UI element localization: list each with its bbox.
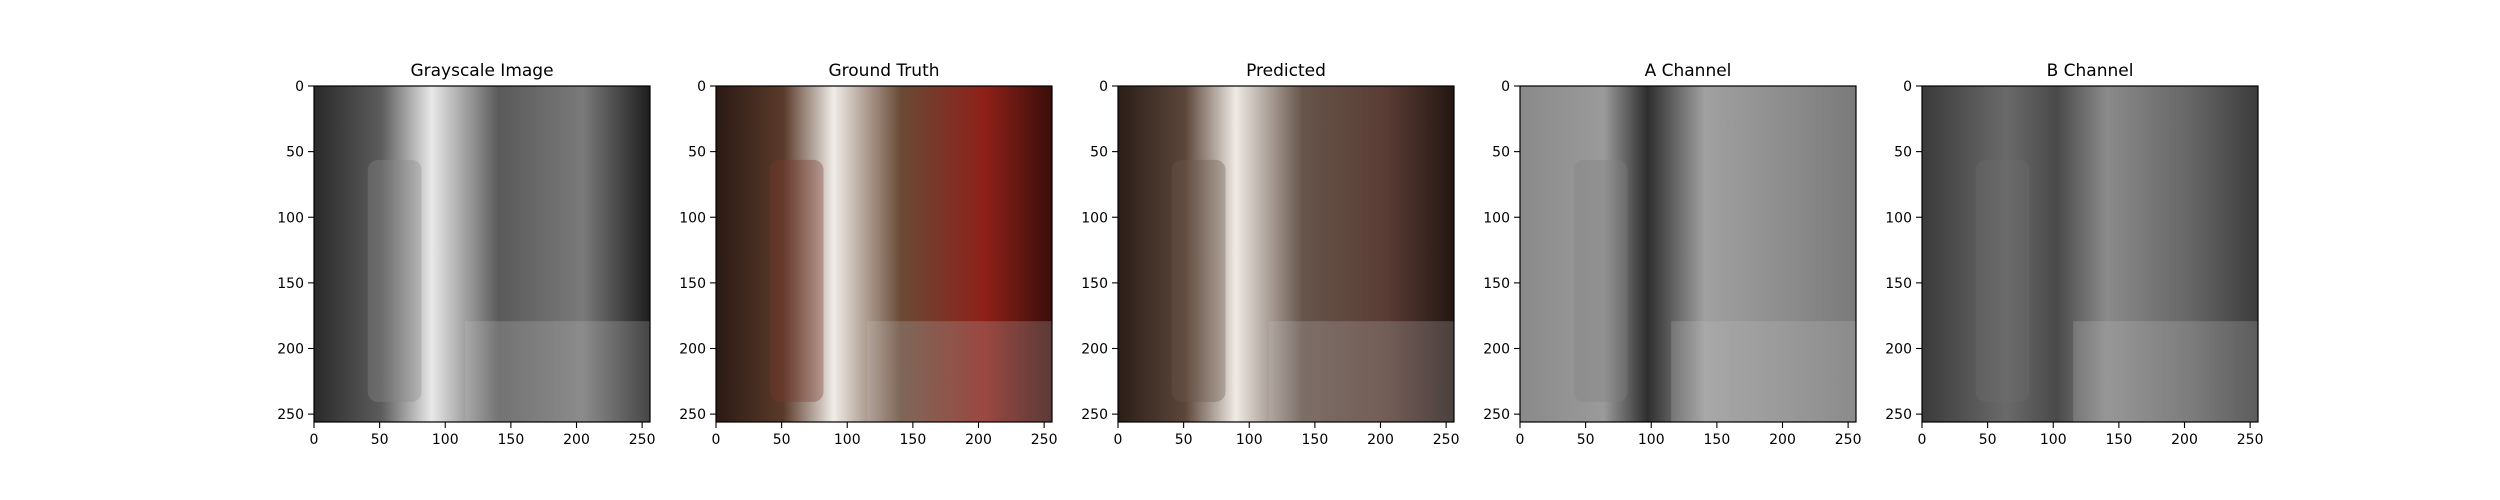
y-tick-label: 50 — [286, 145, 304, 161]
y-tick-label: 50 — [1894, 145, 1912, 161]
y-tick-label: 200 — [277, 342, 304, 358]
y-tick-label: 100 — [1081, 210, 1108, 226]
y-tick-label: 150 — [277, 276, 304, 292]
figure-silhouette — [1171, 159, 1226, 402]
panel-2: Ground Truth 0 50 100 150 200 250 0 50 100 150 200 2… — [679, 61, 1057, 448]
axes-frame — [715, 85, 1053, 423]
axes-frame — [1519, 85, 1857, 423]
counter-area — [1671, 321, 1856, 422]
x-tick-label: 150 — [2106, 432, 2133, 448]
x-tick-label: 50 — [1979, 432, 1997, 448]
x-tick-label: 0 — [712, 432, 721, 448]
panel-5: B Channel 0 50 100 150 200 250 0 50 100 150 200 250 — [1885, 61, 2263, 448]
y-tick-label: 200 — [1885, 342, 1912, 358]
panel-title: Grayscale Image — [410, 61, 553, 81]
panel-4: A Channel 0 50 100 150 200 250 0 50 100 150 200 250 — [1483, 61, 1861, 448]
image-area — [1922, 86, 2258, 422]
y-tick-label: 250 — [1483, 407, 1510, 423]
x-tick-label: 200 — [1769, 432, 1796, 448]
figure-silhouette — [367, 159, 422, 402]
x-tick-label: 100 — [2040, 432, 2067, 448]
x-tick-label: 200 — [563, 432, 590, 448]
x-tick-label: 100 — [432, 432, 459, 448]
x-tick-label: 250 — [1031, 432, 1058, 448]
x-tick-label: 0 — [1918, 432, 1927, 448]
panel-3: Predicted 0 50 100 150 200 250 0 50 100 150 200 250 — [1081, 61, 1459, 448]
counter-area — [2073, 321, 2258, 422]
y-tick-label: 0 — [697, 79, 706, 95]
x-tick-label: 250 — [1433, 432, 1460, 448]
x-tick-label: 150 — [1704, 432, 1731, 448]
y-tick-label: 0 — [1903, 79, 1912, 95]
x-tick-label: 200 — [965, 432, 992, 448]
x-tick-label: 250 — [1835, 432, 1862, 448]
x-tick-label: 50 — [1175, 432, 1193, 448]
panel-title: A Channel — [1645, 61, 1732, 81]
image-area — [716, 86, 1052, 422]
y-tick-label: 150 — [1885, 276, 1912, 292]
x-tick-label: 100 — [1638, 432, 1665, 448]
figure-silhouette — [1573, 159, 1628, 402]
y-tick-label: 100 — [1483, 210, 1510, 226]
x-tick-label: 150 — [498, 432, 525, 448]
y-tick-label: 200 — [1081, 342, 1108, 358]
x-tick-label: 150 — [1302, 432, 1329, 448]
axes-frame — [313, 85, 651, 423]
x-tick-label: 200 — [1367, 432, 1394, 448]
y-tick-label: 50 — [1492, 145, 1510, 161]
image-area — [1118, 86, 1454, 422]
image-area — [1520, 86, 1856, 422]
y-tick-label: 250 — [679, 407, 706, 423]
x-tick-label: 100 — [1236, 432, 1263, 448]
y-tick-label: 0 — [1099, 79, 1108, 95]
panel-title: Predicted — [1246, 61, 1326, 81]
x-tick-label: 250 — [2237, 432, 2264, 448]
y-tick-label: 250 — [1885, 407, 1912, 423]
counter-area — [1269, 321, 1454, 422]
y-tick-label: 150 — [1483, 276, 1510, 292]
y-tick-label: 100 — [277, 210, 304, 226]
y-tick-label: 50 — [1090, 145, 1108, 161]
y-tick-label: 250 — [1081, 407, 1108, 423]
x-tick-label: 0 — [310, 432, 319, 448]
x-tick-label: 250 — [629, 432, 656, 448]
y-tick-label: 200 — [679, 342, 706, 358]
x-tick-label: 50 — [773, 432, 791, 448]
panel-title: B Channel — [2047, 61, 2134, 81]
y-tick-label: 0 — [295, 79, 304, 95]
x-tick-label: 0 — [1114, 432, 1123, 448]
x-tick-label: 200 — [2171, 432, 2198, 448]
x-tick-label: 100 — [834, 432, 861, 448]
y-tick-label: 50 — [688, 145, 706, 161]
counter-area — [465, 321, 650, 422]
axes-frame — [1921, 85, 2259, 423]
y-tick-label: 150 — [1081, 276, 1108, 292]
y-tick-label: 0 — [1501, 79, 1510, 95]
image-area — [314, 86, 650, 422]
x-tick-label: 0 — [1516, 432, 1525, 448]
y-tick-label: 200 — [1483, 342, 1510, 358]
figure-silhouette — [769, 159, 824, 402]
y-tick-label: 250 — [277, 407, 304, 423]
y-tick-label: 150 — [679, 276, 706, 292]
x-tick-label: 150 — [900, 432, 927, 448]
counter-area — [867, 321, 1052, 422]
panel-1: Grayscale Image 0 50 100 150 200 250 0 50 100 150 2… — [277, 61, 655, 448]
y-tick-label: 100 — [1885, 210, 1912, 226]
panel-title: Ground Truth — [828, 61, 939, 81]
x-tick-label: 50 — [371, 432, 389, 448]
x-tick-label: 50 — [1577, 432, 1595, 448]
axes-frame — [1117, 85, 1455, 423]
y-tick-label: 100 — [679, 210, 706, 226]
figure-silhouette — [1975, 159, 2030, 402]
